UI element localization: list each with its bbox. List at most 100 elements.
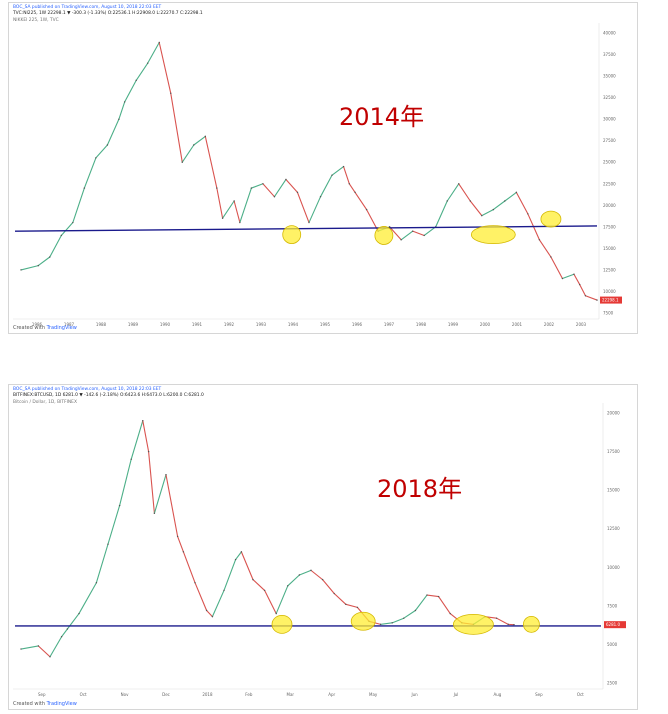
data-point [20, 269, 22, 271]
data-point [331, 174, 333, 176]
x-tick-label: 2003 [576, 322, 587, 327]
data-point [354, 191, 356, 194]
data-point [403, 617, 405, 619]
data-point [158, 41, 160, 44]
series-segment [310, 569, 324, 581]
data-point [153, 512, 156, 514]
data-point [308, 221, 310, 224]
series-segment [426, 594, 440, 598]
y-tick-label: 20000 [607, 411, 620, 416]
data-point [411, 230, 414, 232]
series-segment [95, 144, 108, 159]
x-tick-label: Oct [577, 692, 584, 697]
series-segment [20, 645, 39, 650]
tradingview-logo[interactable]: TradingView [46, 701, 77, 707]
chart-canvas[interactable]: 2500 5000 7500 10000 12500 15000 17500 20000 Sep… [9, 385, 639, 711]
data-point [379, 623, 382, 626]
series-segment [412, 230, 425, 237]
series-segment [49, 636, 63, 658]
x-tick-label: 1987 [64, 322, 75, 327]
data-point [142, 420, 144, 422]
x-tick-label: 1996 [352, 322, 363, 327]
data-point [221, 217, 224, 219]
highlight-circle [374, 226, 394, 245]
series-segment [66, 613, 80, 630]
data-point [513, 623, 515, 626]
series-segment [492, 200, 506, 211]
created-with-credit[interactable]: Created with TradingView [13, 701, 77, 707]
data-point [118, 504, 121, 507]
series-segment [561, 273, 575, 280]
data-point [193, 144, 195, 146]
last-price-tag [600, 296, 622, 304]
data-point [181, 161, 183, 163]
chart-canvas[interactable]: 7500 10000 12500 15000 17500 20000 22500 25000 2… [9, 3, 639, 335]
series-segment [333, 592, 347, 605]
data-point [275, 612, 277, 615]
y-tick-label: 30000 [603, 117, 616, 122]
data-point [252, 578, 254, 581]
data-point [348, 183, 351, 185]
x-tick-label: 1998 [416, 322, 427, 327]
publisher-line[interactable]: BOC_SA published on TradingView.com, Aug… [13, 387, 162, 392]
data-point [72, 221, 74, 224]
data-point [223, 589, 225, 592]
publisher-line[interactable]: BOC_SA published on TradingView.com, Aug… [13, 5, 162, 10]
series-segment [239, 187, 252, 224]
series-title: Bitcoin / Dollar, 1D, BITFINEX [13, 400, 77, 405]
data-point [233, 200, 235, 202]
series-segment [118, 101, 126, 120]
data-point [106, 144, 109, 146]
data-point [538, 239, 541, 241]
series-segment [458, 183, 471, 202]
created-with-label: Created with [13, 701, 45, 707]
x-tick-label: Jun [410, 692, 418, 697]
data-point [147, 450, 150, 453]
x-tick-label: 2002 [544, 322, 555, 327]
series-segment [194, 582, 208, 612]
data-point [239, 221, 241, 224]
tradingview-logo[interactable]: TradingView [46, 325, 77, 331]
x-tick-label: 1997 [384, 322, 395, 327]
series-segment [275, 585, 289, 615]
series-segment [153, 474, 167, 514]
price-series [20, 41, 598, 301]
data-point [342, 165, 345, 168]
data-point [95, 157, 97, 159]
highlight-circle [452, 613, 494, 635]
series-segment [119, 458, 132, 507]
data-point [333, 592, 335, 595]
series-segment [322, 579, 335, 595]
y-tick-label: 17500 [607, 449, 620, 454]
x-tick-label: 1999 [448, 322, 459, 327]
x-tick-label: 1990 [160, 322, 171, 327]
y-tick-label: 22500 [603, 181, 616, 186]
series-segment [206, 609, 213, 618]
data-point [78, 612, 80, 615]
x-tick-label: 1991 [192, 322, 203, 327]
series-segment [380, 622, 393, 625]
data-point [147, 62, 149, 64]
data-point [469, 200, 471, 202]
data-point [321, 578, 324, 581]
x-tick-label: 1989 [128, 322, 139, 327]
series-segment [481, 209, 494, 217]
series-segment [37, 256, 51, 267]
series-segment [273, 178, 287, 198]
data-point [194, 582, 196, 584]
y-tick-label: 7500 [603, 311, 614, 316]
series-segment [579, 284, 587, 297]
y-tick-label: 27500 [603, 138, 616, 143]
series-segment [83, 157, 97, 189]
series-segment [573, 273, 581, 286]
series-segment [130, 420, 144, 460]
series-segment [400, 230, 414, 241]
y-tick-label: 12500 [603, 267, 616, 272]
series-segment [170, 92, 183, 163]
created-with-credit[interactable]: Created with TradingView [13, 325, 77, 331]
series-segment [181, 144, 195, 163]
series-title: NIKKEI 225, 1W, TVC [13, 18, 59, 23]
data-point [285, 178, 287, 181]
series-segment [343, 165, 350, 185]
last-price-tag [604, 621, 626, 629]
